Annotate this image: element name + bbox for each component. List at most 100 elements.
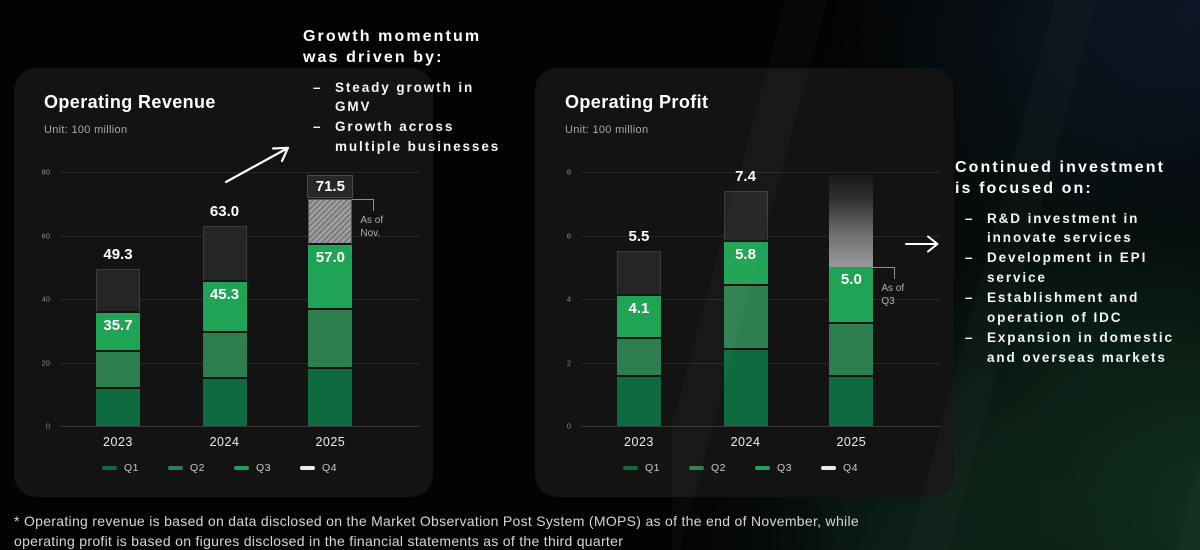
legend-item-q1: Q1 [623, 462, 660, 474]
y-tick-label-20: 20 [41, 358, 50, 367]
legend-swatch-q4 [300, 466, 316, 470]
legend-label-q1: Q1 [645, 462, 661, 474]
annotation-title: Continued investment is focused on: [955, 159, 1166, 197]
chart-title-profit: Operating Profit [565, 92, 709, 112]
total-label-7.4: 7.4 [735, 168, 756, 186]
bar-segment-q3-2025 [829, 267, 874, 325]
bar-segment-q2-2023 [95, 352, 140, 389]
operating-profit-card: Operating Profit Unit: 100 million 0 2 4 6 8… [535, 68, 954, 497]
value-label-35.7: 35.7 [103, 316, 133, 334]
legend-label-q1: Q1 [124, 462, 140, 474]
legend-swatch-q2 [689, 466, 705, 470]
annotation-bullet: – Steady growth in GMV [313, 78, 508, 117]
annotation-bullet: – Development in EPI service [965, 248, 1195, 287]
footnote-line-2: operating profit is based on figures dis… [14, 533, 624, 550]
value-label-5.0: 5.0 [840, 271, 862, 289]
y-tick-label-0: 0 [45, 421, 50, 431]
legend-item-q2: Q2 [689, 462, 726, 474]
legend-label-q4: Q4 [322, 462, 338, 474]
unit-label-profit: Unit: 100 million [565, 124, 649, 136]
legend-label-q4: Q4 [843, 462, 859, 474]
plot-area: 0 20 40 60 80 2023 2024 2025 35.7 45.3 57.0 49.3 63.… [42, 168, 420, 449]
value-label-4.1: 4.1 [628, 299, 650, 317]
x-axis-label-2025: 2025 [315, 435, 346, 449]
bar-segment-q2-2025 [308, 309, 353, 369]
bullet-dash: – [965, 290, 975, 306]
legend-label-q2: Q2 [711, 462, 727, 474]
gridline-0 [60, 426, 420, 427]
bullet-text: Establishment and operation of IDC [987, 290, 1140, 325]
total-label-5.5: 5.5 [628, 228, 650, 246]
legend-swatch-q2 [168, 466, 184, 470]
y-tick-label-4: 4 [566, 294, 571, 304]
right-arrow-icon [905, 235, 939, 253]
legend-swatch-q1 [623, 466, 638, 470]
growth-momentum-annotation: Growth momentum was driven by: – Steady g… [303, 27, 508, 157]
operating-revenue-card: Operating Revenue Unit: 100 million 0 20 4… [14, 68, 433, 497]
y-tick-label-6: 6 [566, 231, 571, 240]
bar-segment-q1-2023 [616, 376, 661, 426]
gridline-0 [581, 426, 941, 427]
bar-segment-q3-2024 [723, 241, 768, 287]
bar-segment-q1-2025 [829, 376, 874, 426]
legend-swatch-q1 [102, 466, 117, 470]
annotation-bullet: – Growth across multiple businesses [313, 117, 508, 156]
x-axis-label-2025: 2025 [836, 435, 867, 449]
total-label-63.0: 63.0 [209, 202, 240, 220]
legend-item-q3: Q3 [755, 462, 792, 474]
value-label-57.0: 57.0 [315, 249, 345, 267]
x-axis-label-2024: 2024 [730, 435, 761, 449]
bullet-dash: – [965, 330, 975, 346]
bullet-dash: – [313, 79, 323, 95]
footnote: * Operating revenue is based on data dis… [14, 511, 859, 550]
bar-segment-q3-2023 [95, 312, 140, 352]
bar-segment-q1-2024 [202, 379, 247, 426]
bar-segment-q4-2024 [202, 225, 247, 283]
legend-label-q2: Q2 [190, 462, 206, 474]
legend: Q1 Q2 Q3 Q4 [102, 462, 337, 474]
y-tick-label-2: 2 [566, 358, 571, 367]
legend-swatch-q4 [821, 466, 837, 470]
bullet-dash: – [965, 210, 975, 226]
chart-title-revenue: Operating Revenue [44, 92, 216, 112]
y-tick-label-0: 0 [566, 421, 571, 431]
unit-label-revenue: Unit: 100 million [44, 124, 128, 136]
callout-connector [873, 267, 896, 280]
bar-segment-q3-2025 [308, 245, 353, 310]
value-label-5.8: 5.8 [735, 245, 756, 263]
callout-text: As of Q3 [881, 283, 905, 308]
annotation-bullet: – R&D investment in innovate services [965, 209, 1195, 248]
annotation-bullet-list: – Steady growth in GMV – Growth across mul… [303, 78, 508, 157]
bar-segment-q2-2025 [829, 324, 874, 377]
bullet-text: Development in EPI service [987, 250, 1148, 285]
callout-text: As of Nov. [360, 214, 384, 239]
bar-segment-q3-2023 [616, 295, 661, 339]
bullet-text: Expansion in domestic and overseas marke… [987, 330, 1174, 365]
legend-item-q1: Q1 [102, 462, 139, 474]
bullet-text: Steady growth in GMV [335, 79, 475, 115]
legend-label-q3: Q3 [777, 462, 793, 474]
bar-segment-q1-2023 [95, 388, 140, 426]
annotation-bullet: – Establishment and operation of IDC [965, 288, 1195, 327]
y-tick-label-80: 80 [41, 167, 50, 177]
annotation-bullet: – Expansion in domestic and overseas mark… [965, 328, 1195, 367]
footnote-line-1: * Operating revenue is based on data dis… [14, 513, 859, 529]
legend-item-q2: Q2 [168, 462, 205, 474]
bar-segment-q2-2023 [616, 338, 661, 377]
gridline-8 [581, 172, 941, 173]
legend-item-q3: Q3 [234, 462, 271, 474]
annotation-title: Growth momentum was driven by: [303, 28, 482, 66]
legend-label-q3: Q3 [256, 462, 272, 474]
x-axis-label-2024: 2024 [209, 435, 240, 449]
bar-segment-q4-2025 [308, 198, 353, 246]
legend-item-q4: Q4 [821, 462, 858, 474]
bar-segment-q4-2025 [829, 175, 874, 268]
plot-area: 0 2 4 6 8 2023 2024 2025 4.1 5.8 5.0 5.5 7.4 As of Q3 [567, 168, 941, 449]
bar-segment-q2-2024 [723, 286, 768, 350]
bar-segment-q2-2024 [202, 332, 247, 379]
legend-swatch-q3 [234, 466, 250, 470]
bullet-dash: – [965, 250, 975, 266]
bar-segment-q4-2023 [616, 251, 661, 296]
bullet-text: Growth across multiple businesses [335, 119, 501, 154]
bar-segment-q4-2023 [95, 269, 140, 313]
